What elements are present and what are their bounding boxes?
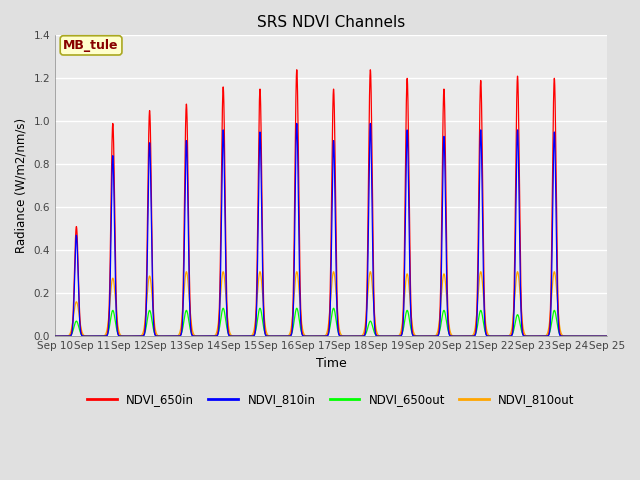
Title: SRS NDVI Channels: SRS NDVI Channels (257, 15, 405, 30)
Legend: NDVI_650in, NDVI_810in, NDVI_650out, NDVI_810out: NDVI_650in, NDVI_810in, NDVI_650out, NDV… (83, 389, 579, 411)
X-axis label: Time: Time (316, 357, 346, 370)
Text: MB_tule: MB_tule (63, 39, 119, 52)
Y-axis label: Radiance (W/m2/nm/s): Radiance (W/m2/nm/s) (15, 118, 28, 253)
